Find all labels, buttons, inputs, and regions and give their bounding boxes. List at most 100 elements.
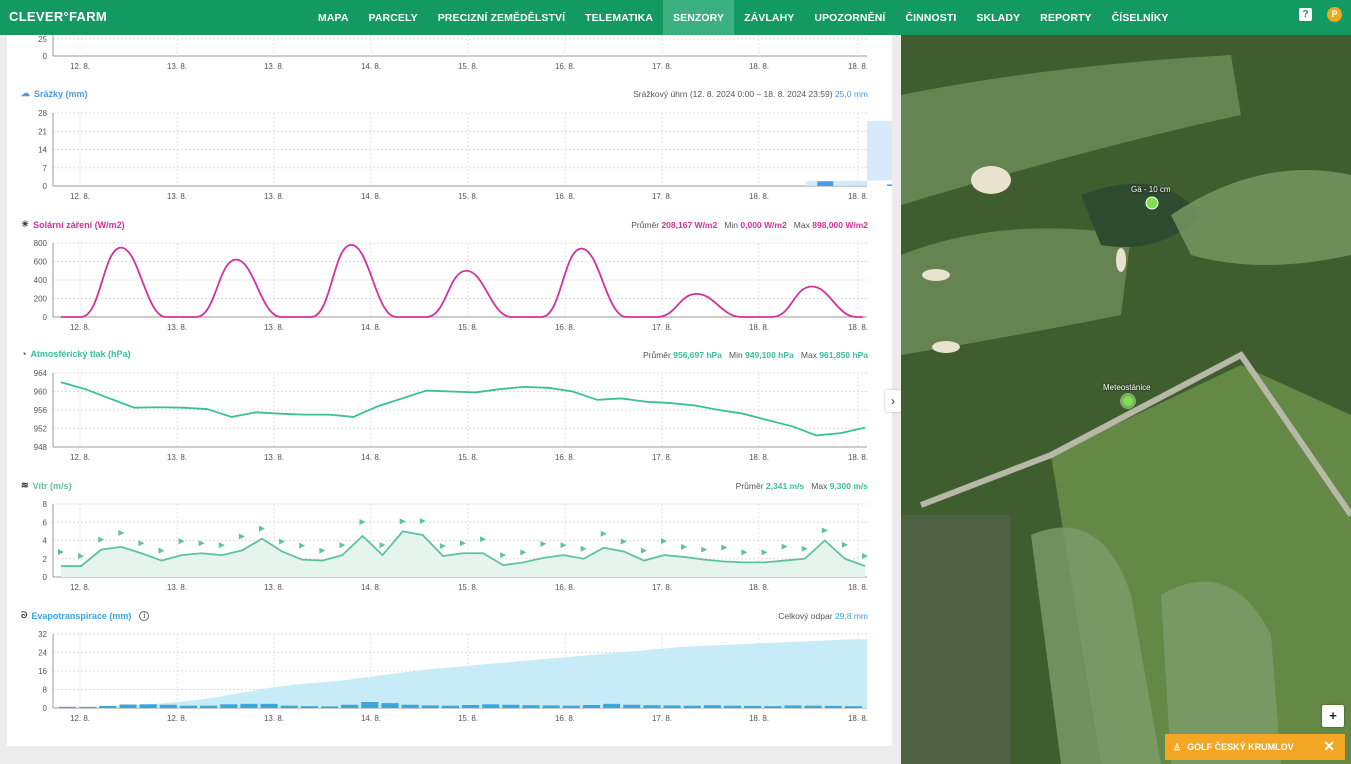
nav-item-7[interactable]: ČINNOSTI xyxy=(905,11,957,24)
wind-ytick: 6 xyxy=(43,518,48,527)
wind-xtick: 15. 8. xyxy=(458,583,478,592)
collapse-panel-button[interactable]: › xyxy=(885,390,901,412)
user-avatar[interactable]: P xyxy=(1327,7,1342,22)
wind-direction-arrow xyxy=(359,518,366,525)
wind-direction-arrow xyxy=(319,547,326,554)
nav-item-0[interactable]: MAPA xyxy=(318,11,349,24)
wind-direction-arrow xyxy=(158,547,165,554)
top-xtick: 18. 8. xyxy=(749,62,769,71)
solar-xtick: 14. 8. xyxy=(361,323,381,332)
solar-ytick: 200 xyxy=(34,295,48,304)
evap-ytick: 24 xyxy=(38,649,47,658)
evap-ytick: 0 xyxy=(43,704,48,713)
pressure-max-label: Max xyxy=(800,350,817,360)
precip-xtick: 18. 8. xyxy=(848,192,868,201)
wind-avg-value: 2,341 m/s xyxy=(765,481,805,491)
wind-line xyxy=(61,530,866,567)
farm-selector-banner[interactable]: ♙ GOLF ČESKÝ KRUMLOV ✕ xyxy=(1165,734,1345,760)
wind-direction-arrow xyxy=(279,538,286,545)
evap-daily-bar xyxy=(784,705,802,708)
top-xtick: 13. 8. xyxy=(264,62,284,71)
solar-ytick: 600 xyxy=(34,258,48,267)
solar-ytick: 400 xyxy=(34,276,48,285)
wind-title-text: Vítr (m/s) xyxy=(32,480,72,491)
wind-direction-arrow xyxy=(661,538,667,545)
solar-xtick: 12. 8. xyxy=(70,323,90,332)
pressure-xtick: 12. 8. xyxy=(70,453,90,462)
evap-xtick: 16. 8. xyxy=(555,714,575,723)
top-xtick: 17. 8. xyxy=(652,62,672,71)
precip-stats-value: 25,0 mm xyxy=(834,89,868,99)
wind-direction-arrow xyxy=(78,553,85,560)
nav-item-1[interactable]: PARCELY xyxy=(368,11,418,24)
nav-item-6[interactable]: UPOZORNĚNÍ xyxy=(814,11,886,24)
evap-title-text: Evapotranspirace (mm) xyxy=(31,610,132,621)
wind-direction-arrow xyxy=(540,540,547,547)
info-icon[interactable]: i xyxy=(139,610,150,621)
nav-item-10[interactable]: ČÍSELNÍKY xyxy=(1111,11,1169,24)
pressure-xtick: 18. 8. xyxy=(848,453,868,462)
evap-daily-bar xyxy=(200,705,218,708)
nav-item-2[interactable]: PRECIZNÍ ZEMĚDĚLSTVÍ xyxy=(437,11,566,24)
evap-xtick: 14. 8. xyxy=(361,714,381,723)
precip-ytick: 28 xyxy=(38,109,47,118)
help-icon[interactable]: ? xyxy=(1299,8,1312,21)
evap-daily-bar xyxy=(683,705,701,708)
top-xtick: 15. 8. xyxy=(458,62,478,71)
evap-daily-bar xyxy=(119,704,137,708)
wind-direction-arrow xyxy=(580,545,587,552)
pressure-min-value: 949,100 hPa xyxy=(745,350,794,360)
wind-xtick: 17. 8. xyxy=(652,583,672,592)
evap-daily-bar xyxy=(179,705,198,708)
evap-ytick: 32 xyxy=(38,630,47,639)
pressure-title-text: Atmosférický tlak (hPa) xyxy=(30,349,131,359)
pressure-xtick: 16. 8. xyxy=(555,453,575,462)
sensor-marker-ga[interactable] xyxy=(1145,196,1159,210)
evap-daily-bar xyxy=(300,706,318,708)
top-xtick: 14. 8. xyxy=(361,62,381,71)
cloud-icon: ☁ xyxy=(21,88,30,98)
nav-item-4[interactable]: SENZORY xyxy=(663,0,735,35)
charts-canvas: 25 0 12. 8. 13. 8. 13. 8. 14. 8. 15. 8. 16. 8. 1… xyxy=(34,35,892,723)
zoom-in-button[interactable]: + xyxy=(1322,705,1344,727)
wind-direction-arrow xyxy=(862,553,868,560)
nav-item-5[interactable]: ZÁVLAHY xyxy=(744,11,795,24)
solar-xtick: 18. 8. xyxy=(848,323,868,332)
wind-direction-arrow xyxy=(721,544,728,551)
evap-daily-bar xyxy=(220,704,238,708)
solar-line xyxy=(61,243,863,318)
precip-ytick: 0 xyxy=(43,182,48,191)
solar-ytick: 0 xyxy=(43,313,48,322)
evap-daily-bar xyxy=(462,704,480,708)
solar-icon: ☀ xyxy=(21,219,30,229)
farm-name: GOLF ČESKÝ KRUMLOV xyxy=(1187,742,1294,752)
pond-shape xyxy=(1081,183,1201,247)
precip-title-text: Srážky (mm) xyxy=(34,88,88,99)
evap-daily-bar xyxy=(502,704,520,708)
solar-xtick: 16. 8. xyxy=(555,323,575,332)
nav-item-3[interactable]: TELEMATIKA xyxy=(585,11,654,24)
nav-item-9[interactable]: REPORTY xyxy=(1040,11,1092,24)
evap-daily-bar xyxy=(361,701,379,708)
top-xtick: 12. 8. xyxy=(70,62,90,71)
satellite-map[interactable]: Gä - 10 cm Meteostánice xyxy=(901,35,1351,764)
road xyxy=(919,351,1351,517)
wind-xtick: 14. 8. xyxy=(361,583,381,592)
wind-direction-arrow xyxy=(58,549,64,556)
wind-direction-arrow xyxy=(620,538,627,545)
pressure-xtick: 13. 8. xyxy=(167,453,187,462)
evap-daily-bar xyxy=(744,705,762,708)
fairway-shape xyxy=(901,228,1131,355)
evap-daily-bar xyxy=(381,703,399,708)
sensor-marker-meteo[interactable] xyxy=(1123,396,1133,406)
wind-avg-label: Průměr xyxy=(735,481,764,491)
clever-farm-logo[interactable]: CLEVER°FARM xyxy=(9,9,108,24)
evap-daily-bar xyxy=(764,706,782,708)
evap-daily-bar xyxy=(562,705,580,708)
nav-item-8[interactable]: SKLADY xyxy=(976,11,1021,24)
wind-chart-title: ≋ Vítr (m/s) xyxy=(21,480,72,491)
wind-icon: ≋ xyxy=(21,480,29,490)
wind-direction-arrow xyxy=(560,542,567,549)
close-icon[interactable]: ✕ xyxy=(1323,738,1335,754)
main-nav: MAPA PARCELY PRECIZNÍ ZEMĚDĚLSTVÍ TELEMATIK… xyxy=(308,0,1179,35)
